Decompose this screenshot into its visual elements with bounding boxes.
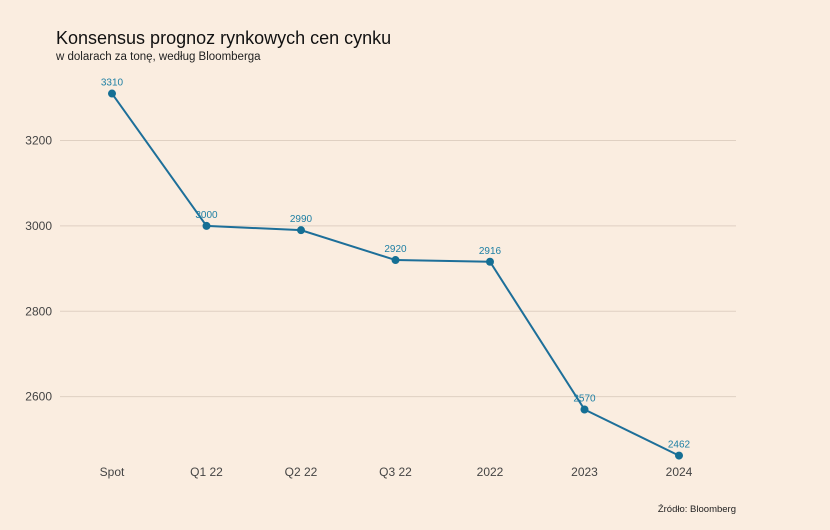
y-axis-ticks: 2600 2800 3000 3200	[25, 134, 52, 404]
source-note: Źródło: Bloomberg	[657, 504, 736, 515]
chart-subtitle: w dolarach za tonę, według Bloomberga	[56, 51, 261, 63]
data-label: 2990	[290, 214, 313, 225]
data-label: 2920	[384, 244, 407, 255]
x-tick-label: 2022	[477, 465, 504, 479]
data-point	[108, 89, 116, 98]
data-point	[391, 256, 400, 265]
data-label: 2570	[573, 393, 596, 404]
x-axis-ticks: Spot Q1 22 Q2 22 Q3 22 2022 2023 2024	[100, 465, 693, 479]
data-point	[297, 226, 305, 235]
x-tick-label: Spot	[100, 465, 125, 479]
data-point	[202, 221, 211, 230]
data-label: 2462	[668, 440, 691, 451]
series-line	[108, 89, 683, 460]
data-labels: 3310 3000 2990 2920 2916 2570 2462	[101, 78, 691, 451]
x-tick-label: Q1 22	[190, 465, 223, 479]
data-point	[580, 405, 589, 414]
y-tick-label: 3200	[25, 134, 52, 148]
data-point	[486, 257, 494, 266]
data-label: 3000	[195, 210, 218, 221]
x-tick-label: Q2 22	[285, 465, 318, 479]
x-tick-label: 2024	[666, 465, 693, 479]
x-tick-label: Q3 22	[379, 465, 412, 479]
data-point	[675, 451, 683, 460]
y-tick-label: 2600	[25, 390, 52, 404]
y-tick-label: 3000	[25, 219, 52, 233]
data-label: 2916	[479, 246, 502, 257]
y-tick-label: 2800	[25, 304, 52, 318]
chart-title: Konsensus prognoz rynkowych cen cynku	[56, 28, 392, 48]
x-tick-label: 2023	[571, 465, 598, 479]
data-label: 3310	[101, 78, 124, 89]
gridlines	[60, 140, 736, 398]
